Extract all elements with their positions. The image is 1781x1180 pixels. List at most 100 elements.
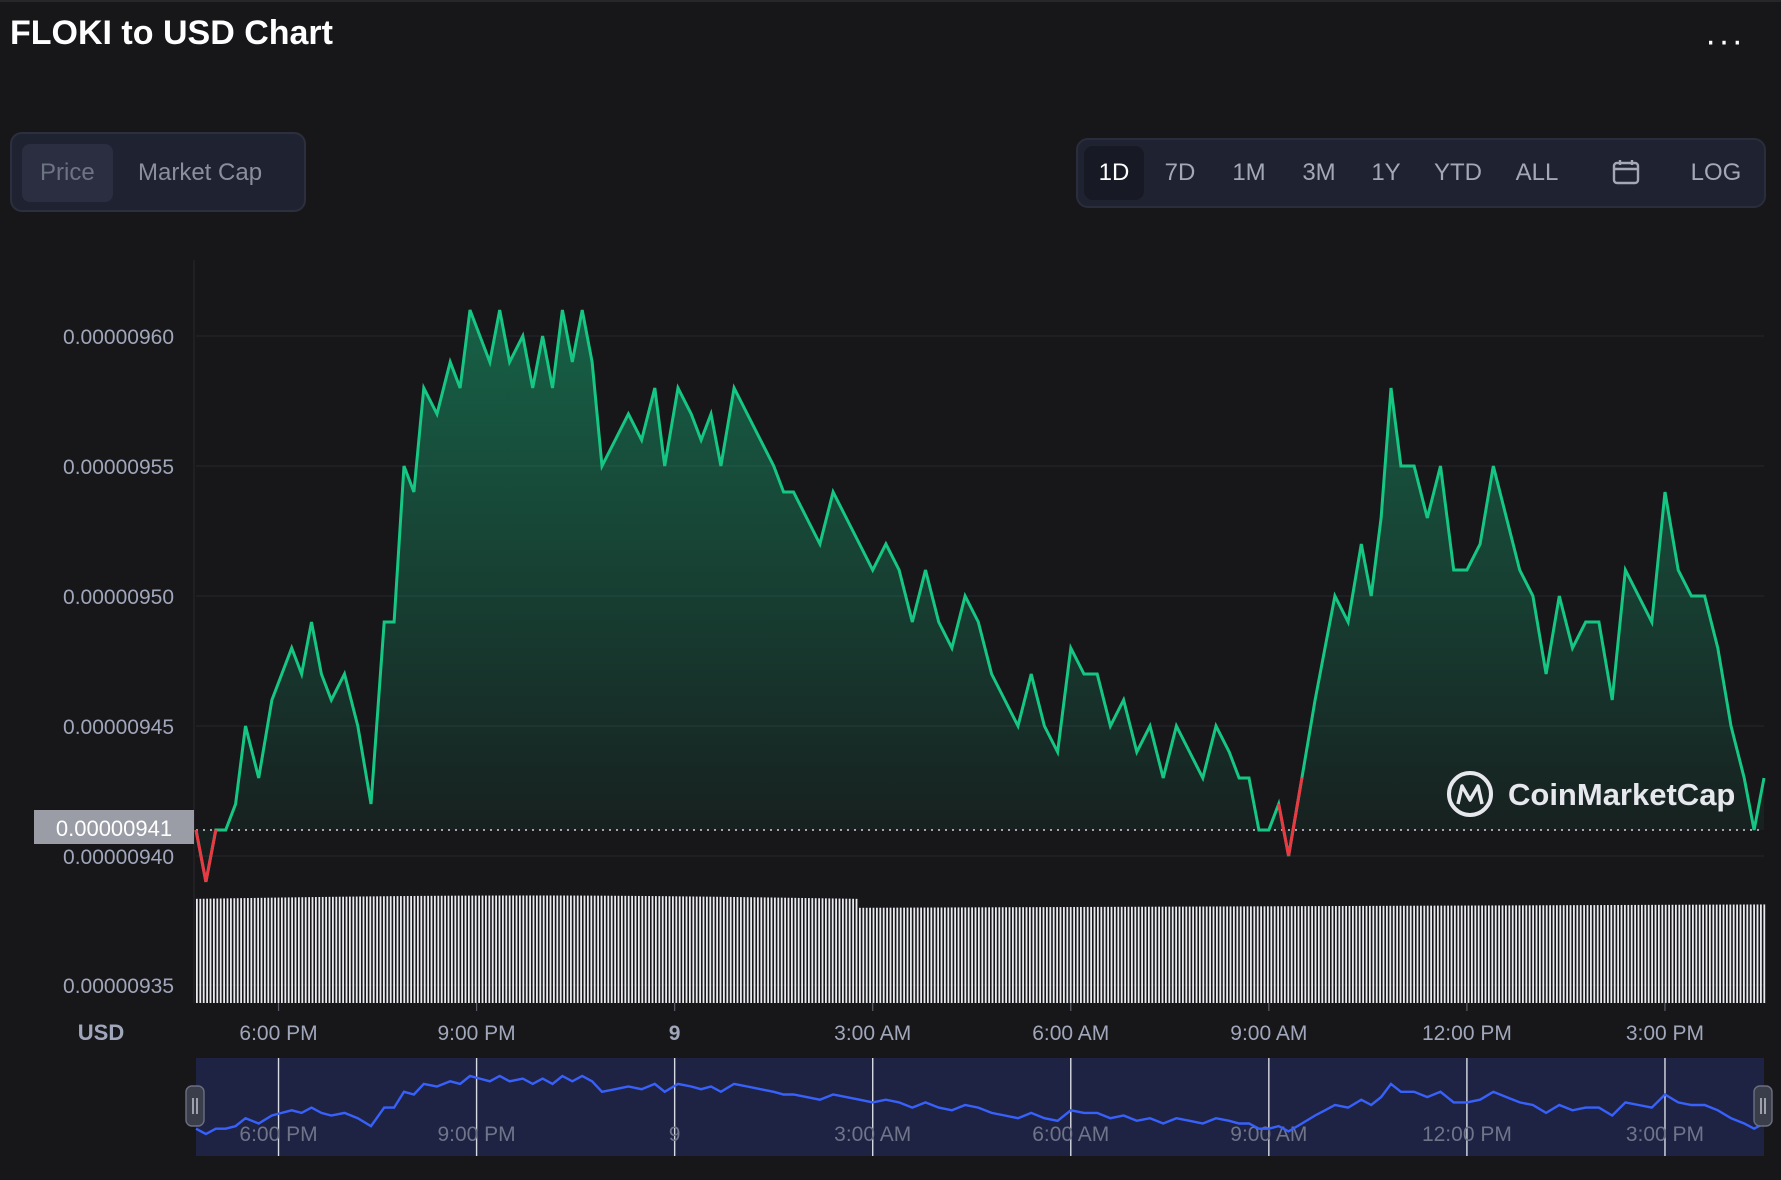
volume-bar: [1440, 905, 1443, 1003]
volume-bar: [729, 896, 732, 1003]
range-1d-button[interactable]: 1D: [1084, 146, 1144, 200]
navigator-left-handle[interactable]: [185, 1085, 205, 1127]
volume-bar: [1729, 904, 1732, 1003]
volume-bar: [1501, 905, 1504, 1003]
volume-bar: [1073, 906, 1075, 1003]
range-1m-button[interactable]: 1M: [1232, 159, 1266, 186]
volume-bar: [1379, 905, 1381, 1003]
volume-bar: [940, 907, 943, 1003]
range-ytd-button[interactable]: YTD: [1434, 159, 1482, 186]
volume-bar: [760, 897, 763, 1003]
volume-bar: [1593, 905, 1596, 1003]
volume-bar: [1399, 905, 1402, 1003]
navigator-x-axis: 6:00 PM 9:00 PM 9 3:00 AM 6:00 AM 9:00 AM 12:0…: [239, 1123, 1704, 1146]
volume-bar: [1103, 906, 1106, 1003]
volume-bar: [525, 895, 528, 1003]
volume-bar: [1542, 905, 1545, 1003]
volume-bar: [872, 907, 875, 1003]
volume-bar: [658, 896, 661, 1003]
volume-bar: [553, 895, 555, 1003]
volume-bar: [546, 895, 548, 1003]
y-tick-label: 0.00000945: [63, 716, 174, 739]
volume-bar: [597, 895, 599, 1003]
volume-bar: [1409, 905, 1412, 1003]
volume-bar: [1423, 905, 1426, 1003]
time-range-selector: 1D 7D 1M 3M 1Y YTD ALL LOG: [1076, 138, 1766, 208]
volume-bar: [930, 907, 933, 1003]
volume-bar: [573, 895, 576, 1003]
volume-bar: [587, 895, 589, 1003]
navigator-x-label: 3:00 AM: [834, 1123, 911, 1146]
volume-bar: [702, 896, 705, 1003]
volume-bar: [277, 897, 280, 1003]
volume-bar: [209, 898, 212, 1003]
y-tick-label: 0.00000950: [63, 586, 174, 609]
tab-price[interactable]: Price: [22, 144, 113, 202]
volume-bar: [610, 895, 613, 1003]
volume-bar: [1579, 905, 1582, 1003]
volume-bar: [393, 896, 395, 1003]
volume-bar: [1607, 905, 1609, 1003]
volume-bar: [1573, 905, 1575, 1003]
volume-bar: [1426, 905, 1429, 1003]
range-3m-button[interactable]: 3M: [1302, 159, 1336, 186]
volume-bar: [933, 907, 936, 1003]
volume-bar: [1647, 904, 1650, 1003]
volume-bar: [716, 896, 718, 1003]
volume-bar: [1202, 906, 1205, 1003]
volume-bar: [920, 907, 922, 1003]
range-all-button[interactable]: ALL: [1515, 159, 1559, 186]
volume-bar: [1216, 906, 1218, 1003]
volume-bar: [315, 897, 317, 1003]
log-scale-button[interactable]: LOG: [1690, 159, 1742, 186]
range-1y-button[interactable]: 1Y: [1371, 159, 1401, 186]
volume-bar: [1063, 907, 1065, 1003]
volume-bar: [1382, 905, 1385, 1003]
volume-bar: [1297, 906, 1300, 1003]
volume-bar: [852, 898, 854, 1003]
volume-bar: [304, 897, 307, 1003]
volume-bar: [257, 897, 259, 1003]
volume-bar: [318, 896, 321, 1003]
volume-bar: [1338, 906, 1341, 1003]
more-options-icon[interactable]: ···: [1705, 22, 1745, 60]
volume-bar: [1420, 905, 1422, 1003]
volume-bar: [1158, 906, 1160, 1003]
volume-bar: [1403, 905, 1405, 1003]
volume-bar: [576, 895, 579, 1003]
volume-bar: [1022, 907, 1024, 1003]
volume-bar: [420, 895, 423, 1003]
volume-bar: [1505, 905, 1507, 1003]
volume-bar: [529, 895, 531, 1003]
volume-bar: [372, 896, 375, 1003]
volume-bar: [1348, 905, 1351, 1003]
volume-bar: [774, 897, 776, 1003]
volume-bar: [284, 897, 287, 1003]
volume-bar: [1719, 904, 1721, 1003]
volume-bar: [1457, 905, 1460, 1003]
volume-bar: [359, 896, 361, 1003]
volume-bar: [542, 895, 545, 1003]
volume-bar: [726, 896, 729, 1003]
svg-text:CoinMarketCap: CoinMarketCap: [1508, 777, 1735, 812]
tab-market-cap[interactable]: Market Cap: [138, 159, 263, 186]
calendar-icon[interactable]: [1612, 159, 1640, 185]
volume-bar: [1148, 906, 1150, 1003]
range-7d-button[interactable]: 7D: [1164, 159, 1196, 186]
volume-bar: [1532, 905, 1534, 1003]
x-tick-label: 12:00 PM: [1422, 1022, 1512, 1045]
navigator-right-handle[interactable]: [1753, 1085, 1773, 1127]
volume-bar: [1005, 907, 1007, 1003]
volume-bar: [1651, 904, 1653, 1003]
volume-bar: [1161, 906, 1164, 1003]
volume-bar: [801, 897, 803, 1003]
volume-bar: [1226, 906, 1228, 1003]
volume-bar: [1304, 906, 1307, 1003]
volume-bar: [763, 897, 766, 1003]
volume-bar: [1525, 905, 1528, 1003]
volume-bar: [1331, 906, 1334, 1003]
volume-bar: [1100, 906, 1103, 1003]
volume-bar: [1042, 907, 1045, 1003]
volume-bar: [1358, 905, 1361, 1003]
volume-bar: [651, 896, 654, 1003]
